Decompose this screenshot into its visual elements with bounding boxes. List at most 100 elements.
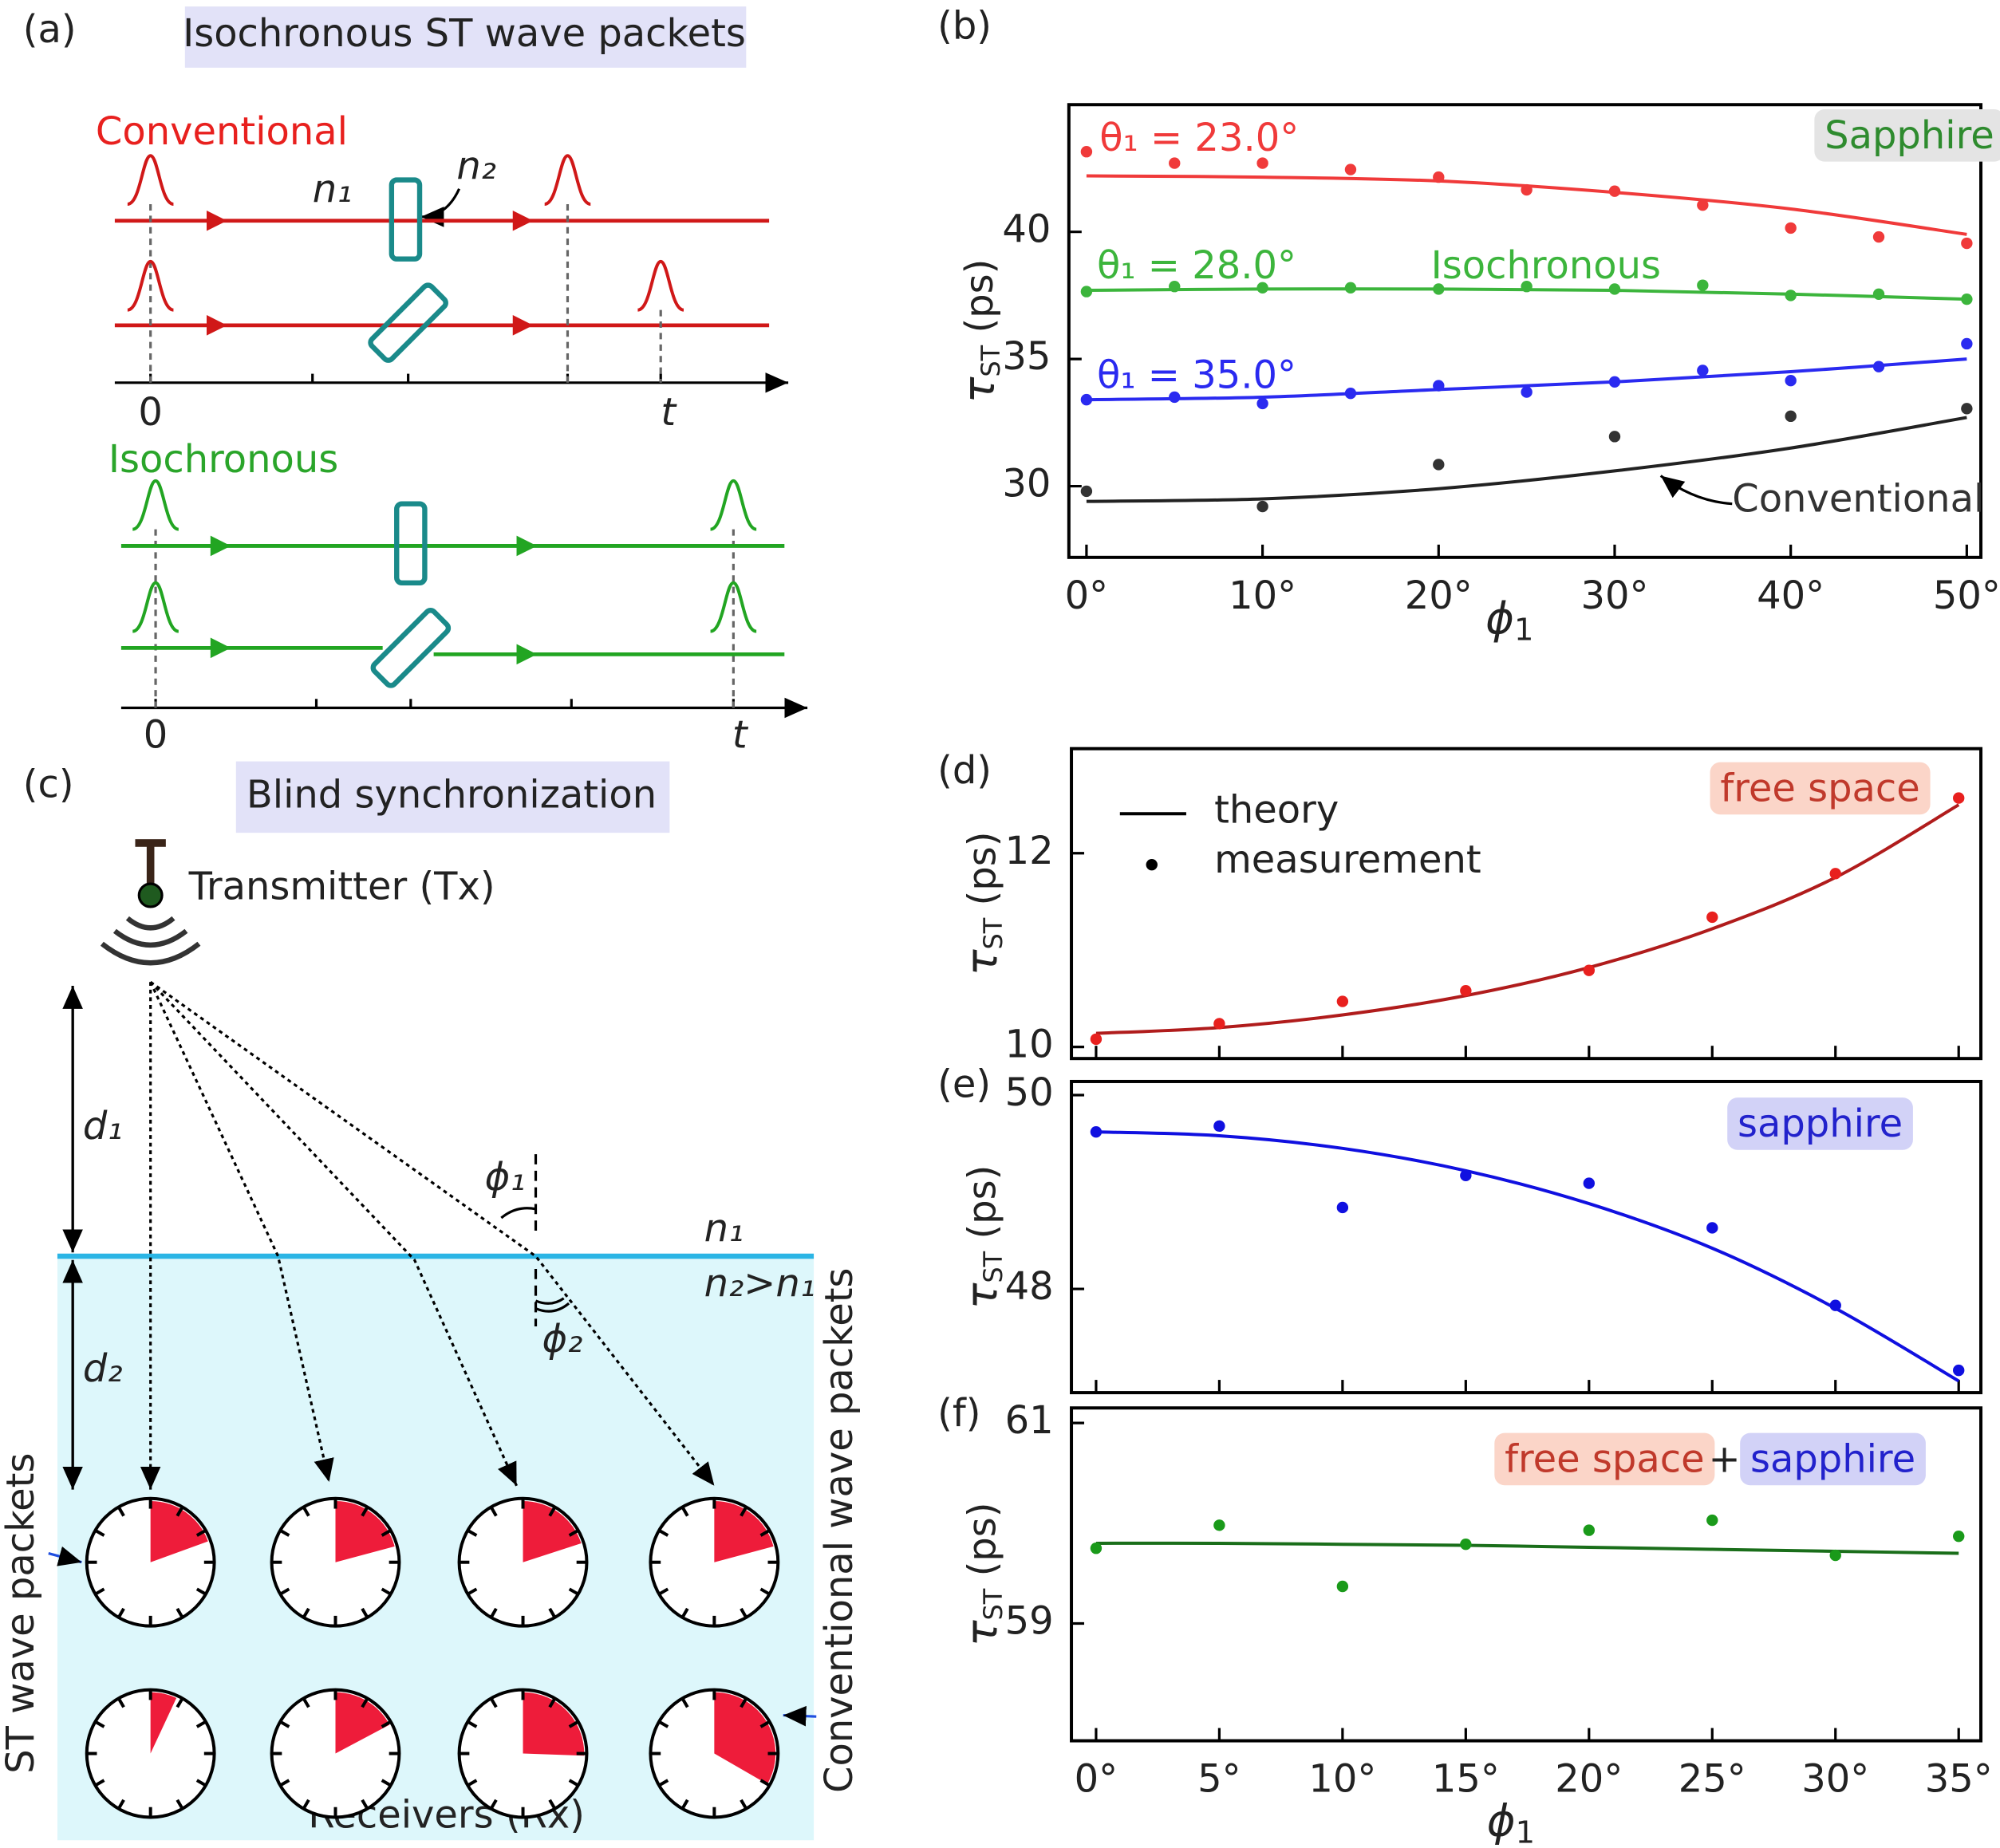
label-box — [1814, 109, 2000, 162]
axis-label: t — [661, 390, 677, 435]
label: ϕ₁ — [485, 1155, 526, 1200]
rays — [140, 980, 716, 1490]
legend-label: measurement — [1214, 837, 1481, 882]
clock-tick — [467, 1587, 478, 1596]
plot-frame — [1070, 1079, 1983, 1395]
data-point — [1697, 364, 1709, 376]
data-point — [1460, 1169, 1472, 1182]
clock-tick — [680, 1799, 689, 1810]
label-box — [1740, 1432, 1926, 1486]
clock-tick — [302, 1506, 310, 1517]
clock-hand — [335, 1692, 390, 1754]
data-point — [1697, 199, 1709, 211]
clock-tick — [489, 1506, 498, 1517]
clock-hand — [523, 1500, 582, 1562]
clock-tick — [658, 1529, 669, 1537]
data-point — [1169, 157, 1181, 169]
data-point — [1256, 397, 1268, 410]
data-point — [1583, 1177, 1596, 1189]
beam-lines — [120, 544, 785, 656]
x-tick-label: 30° — [1801, 1757, 1869, 1802]
pulse — [709, 581, 757, 633]
pointer — [783, 1705, 817, 1727]
clock-tick — [568, 1529, 579, 1537]
angle-arc — [535, 1297, 570, 1313]
title: Blind synchronization — [247, 772, 657, 817]
clock-tick — [489, 1697, 498, 1708]
antenna — [135, 839, 166, 847]
arrow — [420, 188, 461, 227]
clock-tick — [94, 1587, 105, 1596]
clock-face — [457, 1496, 589, 1628]
data-point — [1608, 283, 1621, 295]
axis-label: 0 — [138, 390, 163, 435]
theory-line — [1086, 416, 1967, 503]
y-axis-label-sub: ST — [978, 917, 1008, 949]
data-point — [1785, 222, 1797, 234]
clock-tick — [94, 1779, 105, 1787]
y-tick-label: 50 — [1005, 1070, 1054, 1115]
data-point — [1961, 403, 1973, 415]
annotation: free space — [1720, 766, 1919, 810]
x-tick-label: 0° — [1075, 1757, 1118, 1802]
data-point — [1872, 361, 1885, 372]
title-box — [184, 6, 747, 68]
clock-tick — [489, 1799, 498, 1810]
clock-hand — [523, 1692, 585, 1756]
y-tick-label: 59 — [1005, 1599, 1054, 1644]
panel-label: (a) — [23, 7, 77, 52]
y-axis-label: τST (ps) — [954, 259, 1006, 404]
clock-tick — [740, 1607, 748, 1618]
series-arrow — [1659, 475, 1733, 506]
clock-tick — [361, 1607, 369, 1618]
y-axis-label-unit: (ps) — [960, 1165, 1004, 1251]
clock-tick — [568, 1587, 579, 1596]
clock-tick — [740, 1799, 748, 1810]
clock-tick — [361, 1506, 369, 1517]
data-point — [1706, 1514, 1718, 1527]
label: d₁ — [83, 1104, 123, 1149]
data-point — [1961, 337, 1973, 350]
data-point — [1213, 1018, 1225, 1030]
data-point — [1080, 286, 1093, 297]
pulse — [132, 479, 179, 531]
clock-hand — [714, 1692, 776, 1784]
y-axis-label-symbol: τ — [957, 949, 1007, 975]
data-point — [1961, 237, 1973, 250]
clock-tick — [116, 1506, 125, 1517]
clock-tick — [381, 1720, 392, 1728]
data-point — [1829, 1299, 1841, 1311]
clock-tick — [680, 1607, 689, 1618]
x-tick-label: 20° — [1405, 573, 1473, 618]
y-tick-label: 40 — [1002, 207, 1051, 252]
plot-frame — [1070, 1406, 1983, 1743]
series-label: θ₁ = 28.0° — [1097, 243, 1296, 288]
data-point — [1785, 375, 1797, 387]
clock-hand — [150, 1500, 208, 1562]
data-point — [1169, 281, 1181, 293]
theory-line — [1095, 803, 1960, 1035]
annotation: sapphire — [1738, 1101, 1903, 1146]
y-axis-label-unit: (ps) — [960, 1503, 1004, 1589]
data-point — [1872, 231, 1885, 243]
data-point — [1256, 157, 1268, 169]
data-point — [1706, 911, 1718, 924]
data-point — [1336, 995, 1349, 1007]
y-tick-label: 35 — [1002, 334, 1051, 379]
clock-tick — [740, 1506, 748, 1517]
x-axis-label-sub: 1 — [1516, 1815, 1535, 1848]
data-point — [1433, 459, 1445, 471]
pulse — [127, 154, 175, 206]
label: d₂ — [83, 1346, 123, 1391]
panel-label: (f) — [937, 1391, 980, 1436]
data-point — [1460, 1539, 1472, 1551]
clock-tick — [568, 1720, 579, 1728]
pulses — [127, 154, 757, 633]
data-point — [1829, 1549, 1841, 1562]
clock-tick — [658, 1587, 669, 1596]
clock-tick — [279, 1720, 290, 1728]
label: n₁ — [704, 1206, 744, 1251]
clock-tick — [467, 1779, 478, 1787]
data-point — [1785, 410, 1797, 423]
